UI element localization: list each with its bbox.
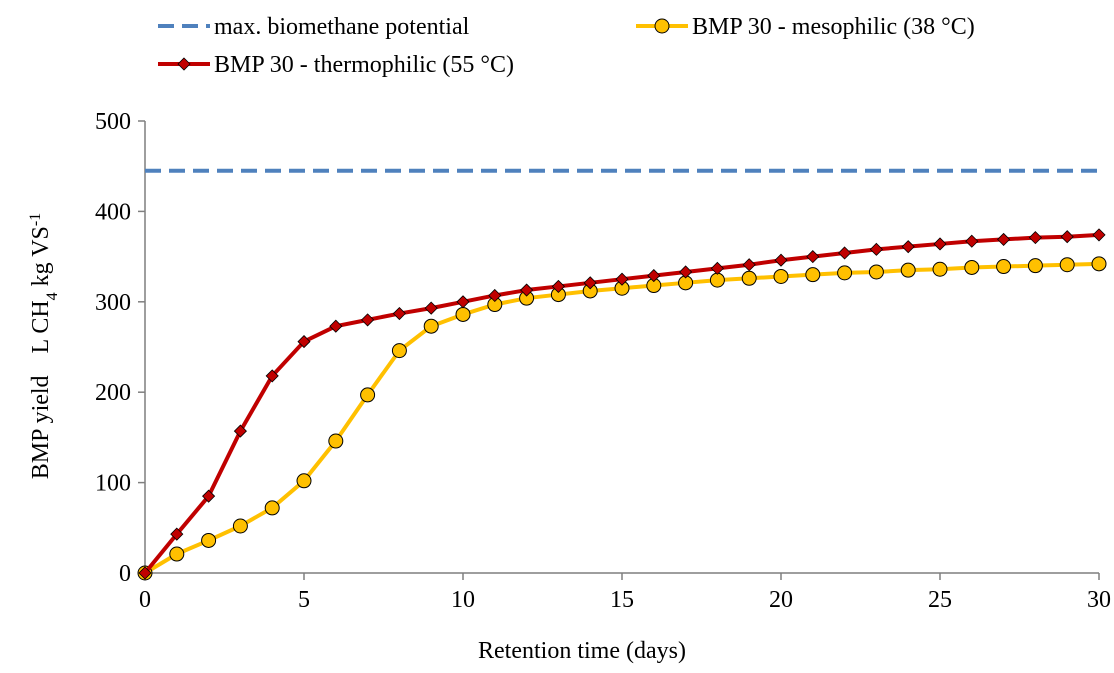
data-point-mesophilic [868,264,884,280]
legend-item-max-potential: max. biomethane potential [158,14,470,40]
data-point-mesophilic [741,270,757,286]
data-point-thermophilic [424,301,438,315]
data-point-mesophilic [169,546,185,562]
data-point-thermophilic [647,269,661,283]
plot-area [137,168,1107,581]
data-point-thermophilic [838,246,852,260]
x-tick-label: 25 [928,587,952,613]
data-point-thermophilic [774,253,788,267]
data-point-thermophilic [679,265,693,279]
data-point-mesophilic [455,306,471,322]
data-point-thermophilic [170,527,184,541]
axes: 0 100 200 300 400 500 0 5 10 15 20 25 30 [95,109,1111,613]
data-point-thermophilic [265,369,279,383]
legend-swatch-marker-thermophilic [177,57,191,71]
data-point-mesophilic [773,268,789,284]
data-point-thermophilic [361,313,375,327]
legend-label-mesophilic: BMP 30 - mesophilic (38 °C) [692,14,975,40]
data-point-thermophilic [583,276,597,290]
data-point-mesophilic [900,262,916,278]
y-tick-label: 0 [119,561,131,587]
x-tick-label: 30 [1087,587,1111,613]
data-point-thermophilic [997,232,1011,246]
legend-label-thermophilic: BMP 30 - thermophilic (55 °C) [214,52,514,78]
data-point-thermophilic [901,240,915,254]
legend-swatch-marker-mesophilic [654,18,670,34]
data-point-thermophilic [297,335,311,349]
legend-label-max-potential: max. biomethane potential [214,14,470,40]
data-point-thermophilic [965,234,979,248]
data-point-thermophilic [869,242,883,256]
data-point-thermophilic [1060,230,1074,244]
data-point-thermophilic [933,237,947,251]
data-point-mesophilic [423,318,439,334]
y-tick-label: 200 [95,380,131,406]
y-tick-label: 400 [95,199,131,225]
data-point-thermophilic [456,295,470,309]
y-axis-title-part-a: BMP yield [28,375,54,479]
data-point-mesophilic [296,473,312,489]
legend: max. biomethane potential BMP 30 - mesop… [158,14,975,78]
y-axis-title-part-c: kg VS [28,226,54,292]
data-point-thermophilic [1092,228,1106,242]
y-axis-title-sub: 4 [44,292,61,300]
y-tick-label: 300 [95,290,131,316]
legend-item-thermophilic: BMP 30 - thermophilic (55 °C) [158,52,514,78]
x-tick-label: 15 [610,587,634,613]
y-tick-label: 500 [95,109,131,135]
data-point-mesophilic [264,500,280,516]
x-tick-label: 5 [298,587,310,613]
data-point-thermophilic [551,279,565,293]
data-point-thermophilic [615,272,629,286]
x-tick-label: 0 [139,587,151,613]
data-point-mesophilic [391,343,407,359]
data-point-mesophilic [964,259,980,275]
data-point-mesophilic [1059,257,1075,273]
data-point-thermophilic [742,258,756,272]
data-point-thermophilic [138,566,152,580]
data-point-mesophilic [232,518,248,534]
data-point-thermophilic [520,283,534,297]
data-point-mesophilic [996,259,1012,275]
series-mesophilic [137,256,1107,581]
data-point-mesophilic [1091,256,1107,272]
data-point-thermophilic [1028,231,1042,245]
data-point-thermophilic [488,288,502,303]
data-point-thermophilic [392,306,406,321]
data-point-thermophilic [710,261,724,275]
data-point-thermophilic [329,319,343,333]
x-tick-label: 20 [769,587,793,613]
legend-item-mesophilic: BMP 30 - mesophilic (38 °C) [636,14,975,40]
data-point-mesophilic [837,265,853,281]
series-line-mesophilic [143,261,1100,575]
y-axis-title: BMP yield L CH4 kg VS-1 [27,213,61,479]
y-axis-title-part-b: L CH [28,300,54,353]
data-point-mesophilic [709,272,725,288]
series-thermophilic [138,228,1106,580]
data-point-mesophilic [1027,258,1043,274]
y-tick-label: 100 [95,471,131,497]
y-axis-title-sup: -1 [27,213,44,226]
y-ticks: 0 100 200 300 400 500 [95,109,145,587]
data-point-thermophilic [233,424,247,438]
data-point-mesophilic [932,261,948,277]
data-point-mesophilic [201,532,217,548]
data-point-thermophilic [202,489,216,503]
data-point-mesophilic [360,387,376,403]
data-point-mesophilic [805,267,821,283]
x-tick-label: 10 [451,587,475,613]
data-point-thermophilic [806,250,820,264]
data-point-mesophilic [328,433,344,449]
x-ticks: 0 5 10 15 20 25 30 [139,573,1111,613]
x-axis-title: Retention time (days) [478,638,686,664]
